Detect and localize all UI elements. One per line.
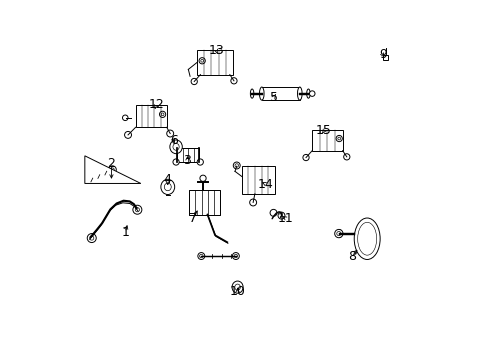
- Circle shape: [89, 236, 94, 240]
- Circle shape: [198, 253, 204, 260]
- Circle shape: [133, 205, 142, 214]
- Circle shape: [159, 111, 165, 117]
- Ellipse shape: [234, 284, 240, 290]
- Text: 5: 5: [269, 91, 277, 104]
- Ellipse shape: [161, 179, 174, 194]
- Circle shape: [309, 91, 314, 96]
- Circle shape: [199, 254, 203, 258]
- Circle shape: [234, 254, 237, 258]
- Bar: [189, 190, 195, 215]
- Circle shape: [337, 137, 340, 140]
- Circle shape: [199, 58, 205, 64]
- Circle shape: [232, 253, 239, 260]
- Text: 6: 6: [169, 134, 177, 147]
- Bar: [188, 148, 193, 162]
- Circle shape: [166, 130, 173, 137]
- Circle shape: [197, 159, 203, 165]
- Text: 10: 10: [229, 285, 245, 298]
- Bar: [135, 105, 166, 127]
- Ellipse shape: [297, 87, 302, 100]
- Text: 1: 1: [121, 226, 129, 239]
- Circle shape: [233, 162, 240, 169]
- Circle shape: [96, 175, 99, 178]
- Bar: [242, 166, 274, 194]
- Circle shape: [235, 164, 238, 167]
- Circle shape: [278, 212, 285, 219]
- Text: 13: 13: [208, 44, 224, 57]
- Circle shape: [173, 159, 179, 165]
- Ellipse shape: [353, 218, 379, 260]
- Ellipse shape: [259, 87, 264, 100]
- Circle shape: [108, 166, 116, 174]
- Ellipse shape: [232, 281, 243, 293]
- Circle shape: [269, 210, 276, 216]
- Circle shape: [334, 229, 342, 238]
- Ellipse shape: [164, 183, 171, 191]
- Circle shape: [135, 208, 139, 212]
- Bar: [207, 190, 214, 215]
- Ellipse shape: [306, 89, 309, 98]
- Ellipse shape: [169, 140, 182, 154]
- Text: 15: 15: [315, 125, 331, 138]
- Bar: [197, 50, 233, 75]
- Bar: [183, 148, 188, 162]
- Circle shape: [110, 168, 114, 171]
- Text: 7: 7: [189, 212, 197, 225]
- Bar: [201, 190, 207, 215]
- Circle shape: [191, 78, 197, 85]
- Circle shape: [201, 59, 203, 62]
- Bar: [261, 87, 299, 100]
- Ellipse shape: [338, 230, 341, 237]
- Circle shape: [336, 231, 340, 236]
- Bar: [382, 55, 387, 60]
- Circle shape: [302, 154, 308, 161]
- Bar: [214, 190, 220, 215]
- Circle shape: [94, 173, 101, 180]
- Bar: [177, 148, 183, 162]
- Ellipse shape: [173, 143, 179, 150]
- Text: 11: 11: [277, 212, 293, 225]
- Text: 8: 8: [347, 250, 355, 263]
- Circle shape: [124, 131, 131, 138]
- Polygon shape: [84, 156, 141, 184]
- Bar: [189, 190, 220, 215]
- Circle shape: [122, 115, 128, 121]
- Bar: [195, 190, 201, 215]
- Ellipse shape: [250, 89, 253, 98]
- Circle shape: [335, 135, 342, 141]
- Circle shape: [230, 78, 237, 84]
- Bar: [177, 148, 199, 162]
- Circle shape: [161, 113, 163, 116]
- Text: 12: 12: [148, 98, 164, 111]
- Circle shape: [249, 199, 256, 206]
- Circle shape: [87, 234, 96, 243]
- Text: 9: 9: [378, 48, 386, 62]
- Text: 4: 4: [163, 174, 171, 186]
- Text: 3: 3: [183, 154, 191, 167]
- Bar: [312, 130, 342, 150]
- Circle shape: [343, 154, 349, 160]
- Bar: [193, 148, 199, 162]
- Text: 2: 2: [107, 157, 115, 170]
- Text: 14: 14: [258, 177, 273, 191]
